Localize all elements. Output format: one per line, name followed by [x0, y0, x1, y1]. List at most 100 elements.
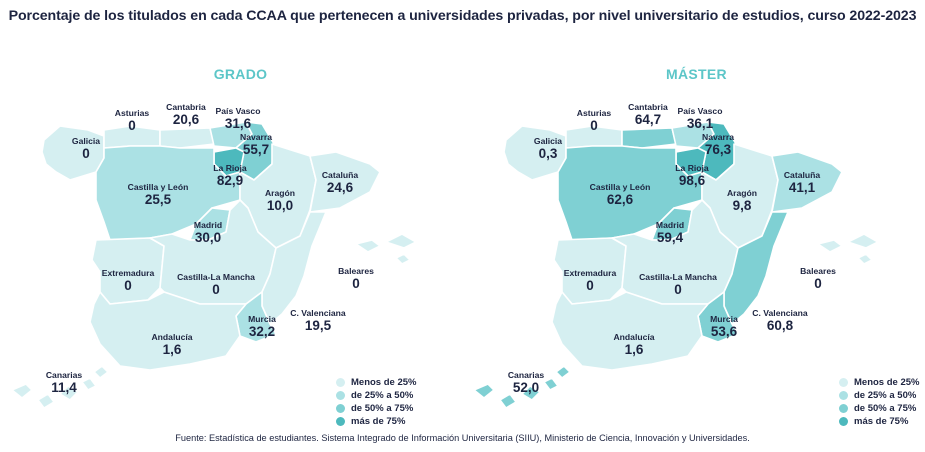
map-panel-grado: GRADO Galicia 0 Asturias 0 Cantabria 20,6 País…	[0, 60, 462, 430]
legend-swatch	[839, 417, 848, 426]
legend-swatch	[336, 378, 345, 387]
region-c-valenciana	[261, 211, 327, 325]
region-label-pais-vasco: País Vasco 36,1	[678, 106, 723, 131]
region-cantabria	[159, 127, 215, 149]
region-label-castilla-y-leon: Castilla y León 25,5	[128, 182, 189, 207]
region-value: 60,8	[766, 318, 794, 333]
region-value: 0	[124, 278, 132, 293]
legend-item-mas-75: más de 75%	[336, 415, 416, 428]
region-label-la-rioja: La Rioja 98,6	[675, 163, 708, 188]
region-label-castilla-la-mancha: Castilla-La Mancha 0	[639, 272, 717, 297]
legend-label: Menos de 25%	[351, 377, 417, 388]
region-value: 62,6	[606, 192, 634, 207]
region-label-asturias: Asturias 0	[115, 108, 149, 133]
region-name: Canarias	[507, 370, 545, 380]
region-value: 0	[352, 276, 360, 291]
legend-item-de-50-a-75: de 50% a 75%	[839, 402, 919, 415]
region-label-murcia: Murcia 53,6	[710, 314, 738, 339]
region-name: Cantabria	[628, 102, 668, 112]
legend-item-de-50-a-75: de 50% a 75%	[336, 402, 416, 415]
region-label-galicia: Galicia 0	[72, 136, 100, 161]
region-castilla-la-mancha	[611, 199, 739, 305]
map-master	[473, 121, 879, 409]
region-name: Navarra	[239, 132, 273, 142]
region-value: 24,6	[326, 180, 354, 195]
region-label-asturias: Asturias 0	[577, 108, 611, 133]
legend-item-de-25-a-50: de 25% a 50%	[336, 389, 416, 402]
region-name: Baleares	[800, 266, 836, 276]
region-value: 64,7	[634, 112, 662, 127]
region-value: 19,5	[304, 318, 332, 333]
region-value: 20,6	[172, 112, 200, 127]
region-label-c-valenciana: C. Valenciana 60,8	[752, 308, 807, 333]
region-cantabria	[621, 127, 677, 149]
region-value: 53,6	[710, 324, 738, 339]
region-name: Andalucía	[151, 332, 193, 342]
region-label-extremadura: Extremadura 0	[102, 268, 155, 293]
region-value: 10,0	[266, 198, 294, 213]
region-value: 0	[586, 278, 594, 293]
region-label-navarra: Navarra 55,7	[240, 132, 272, 157]
region-canarias	[11, 365, 109, 409]
region-name: Canarias	[45, 370, 83, 380]
legend-swatch	[839, 404, 848, 413]
region-name: Castilla-La Mancha	[177, 272, 255, 282]
legend-swatch	[336, 404, 345, 413]
legend-label: más de 75%	[854, 416, 909, 427]
region-value: 0	[82, 146, 90, 161]
region-name: Aragón	[264, 188, 296, 198]
legend-label: de 50% a 75%	[854, 403, 917, 414]
source-note: Fuente: Estadística de estudiantes. Sist…	[175, 433, 750, 443]
region-canarias	[473, 365, 571, 409]
region-value: 98,6	[678, 173, 706, 188]
region-name: Castilla y León	[127, 182, 189, 192]
region-name: Cataluña	[321, 170, 359, 180]
region-value: 0	[674, 282, 682, 297]
legend-label: más de 75%	[351, 416, 406, 427]
chart-title: Porcentaje de los titulados en cada CCAA…	[8, 8, 917, 24]
legend-item-menos-25: Menos de 25%	[839, 376, 919, 389]
region-name: La Rioja	[675, 163, 709, 173]
region-name: Andalucía	[613, 332, 655, 342]
region-name: País Vasco	[215, 106, 261, 116]
region-andalucia	[551, 291, 709, 371]
region-name: Galicia	[533, 136, 563, 146]
region-value: 0	[590, 118, 598, 133]
region-label-madrid: Madrid 59,4	[656, 220, 684, 245]
legend-label: de 25% a 50%	[351, 390, 414, 401]
legend-item-mas-75: más de 75%	[839, 415, 919, 428]
region-cataluna	[309, 151, 381, 213]
region-name: Galicia	[71, 136, 101, 146]
legend-label: de 25% a 50%	[854, 390, 917, 401]
region-label-castilla-la-mancha: Castilla-La Mancha 0	[177, 272, 255, 297]
region-name: Baleares	[338, 266, 374, 276]
region-label-cataluna: Cataluña 41,1	[784, 170, 820, 195]
region-label-cataluna: Cataluña 24,6	[322, 170, 358, 195]
region-value: 0	[212, 282, 220, 297]
region-name: Murcia	[710, 314, 738, 324]
legend-grado: Menos de 25% de 25% a 50% de 50% a 75% más …	[336, 376, 416, 428]
region-value: 1,6	[624, 342, 644, 357]
region-label-andalucia: Andalucía 1,6	[613, 332, 654, 357]
region-label-extremadura: Extremadura 0	[564, 268, 617, 293]
region-value: 9,8	[732, 198, 752, 213]
region-value: 11,4	[51, 380, 77, 395]
region-label-aragon: Aragón 9,8	[727, 188, 757, 213]
region-label-andalucia: Andalucía 1,6	[151, 332, 192, 357]
region-name: Cantabria	[166, 102, 206, 112]
region-label-galicia: Galicia 0,3	[534, 136, 562, 161]
region-label-aragon: Aragón 10,0	[265, 188, 295, 213]
region-label-madrid: Madrid 30,0	[194, 220, 222, 245]
region-name: Asturias	[576, 108, 612, 118]
region-name: Madrid	[655, 220, 685, 230]
region-baleares	[817, 233, 879, 265]
legend-item-de-25-a-50: de 25% a 50%	[839, 389, 919, 402]
region-name: Navarra	[701, 132, 735, 142]
region-value: 36,1	[686, 116, 714, 131]
region-value: 31,6	[224, 116, 252, 131]
region-andalucia	[89, 291, 247, 371]
region-value: 30,0	[194, 230, 222, 245]
region-name: Extremadura	[101, 268, 155, 278]
region-name: Castilla y León	[589, 182, 651, 192]
legend-label: Menos de 25%	[854, 377, 920, 388]
